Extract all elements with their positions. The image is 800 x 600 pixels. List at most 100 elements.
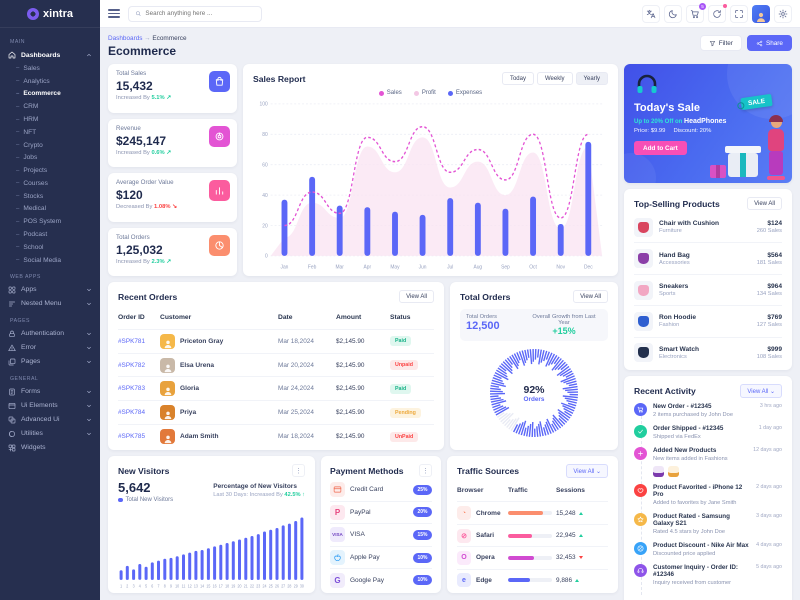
share-button[interactable]: Share [746,35,792,51]
sidebar-item-school[interactable]: – School [16,243,44,251]
sidebar-item-hrm[interactable]: – HRM [16,116,39,124]
product-row[interactable]: Chair with Cushion Furniture $124 260 Sales [634,212,782,242]
fullscreen-button[interactable] [730,4,748,23]
activity-title: Added New Products 12 days ago [653,447,782,454]
traffic-row[interactable]: e Edge 9,886 [457,568,608,591]
browser-name: O Opera [457,550,508,565]
payment-method-name: Apple Pay [350,554,380,562]
sidebar-item-error[interactable]: Error [0,341,100,355]
table-row[interactable]: #SPK785 Adam Smith Mar 18,2024 $2,145.90 UnP… [118,424,434,448]
activity-item[interactable]: New Order - #12345 3 hrs ago 2 items purch… [634,403,782,418]
sidebar-item-authentication[interactable]: Authentication [0,327,100,341]
product-row[interactable]: Ron Hoodie Fashion $769 127 Sales [634,305,782,336]
activity-item[interactable]: Product Rated - Samsung Galaxy S21 3 days… [634,513,782,535]
sidebar-item-pages[interactable]: Pages [0,355,100,369]
range-button-weekly[interactable]: Weekly [536,72,573,85]
breadcrumb-parent[interactable]: Dashboards [108,35,143,42]
product-thumbnail [634,280,653,300]
user-avatar[interactable] [752,4,770,23]
order-id[interactable]: #SPK783 [118,385,146,393]
sidebar-item-crm[interactable]: – CRM [16,103,39,111]
sidebar-item-jobs[interactable]: – Jobs [16,154,38,162]
payment-method-row[interactable]: Credit Card 25% [330,479,432,501]
order-id[interactable]: #SPK782 [118,361,146,369]
product-sales: 108 Sales [756,353,782,360]
chevron-down-icon [86,287,92,293]
new-visitors-menu-button[interactable]: ⋮ [292,464,305,477]
sidebar-item-stocks[interactable]: – Stocks [16,192,44,200]
product-info: Hand Bag Accessories [659,252,751,266]
activity-item[interactable]: Product Discount - Nike Air Max 4 days ag… [634,542,782,557]
sidebar-item-dashboards[interactable]: Dashboards [0,48,100,62]
product-row[interactable]: Hand Bag Accessories $564 181 Sales [634,242,782,273]
sidebar-item-apps[interactable]: Apps [0,283,100,297]
settings-button[interactable] [774,4,792,23]
order-id[interactable]: #SPK784 [118,409,146,417]
table-row[interactable]: #SPK781 Priceton Gray Mar 18,2024 $2,145.90… [118,328,434,353]
traffic-row[interactable]: O Opera 32,453 [457,546,608,568]
refresh-button[interactable] [708,4,727,23]
main-area: 5 Dashboards → Ecommerce Ecommerce Filte… [100,0,800,600]
add-to-cart-button[interactable]: Add to Cart [634,141,687,155]
activity-desc: 2 items purchased by John Doe [653,411,733,418]
orders-gauge [489,348,579,438]
payment-method-row[interactable]: Apple Pay 10% [330,545,432,569]
total-orders-view-all-button[interactable]: View All [573,290,608,303]
svg-text:3: 3 [133,584,135,588]
sidebar-item-widgets[interactable]: Widgets [0,441,100,455]
sidebar-item-sales[interactable]: – Sales [16,64,40,72]
search-input[interactable] [145,10,255,17]
top-selling-view-all-button[interactable]: View All [747,197,782,210]
search-box[interactable] [128,5,262,22]
activity-item[interactable]: Order Shipped - #12345 1 day ago Shipped v… [634,425,782,440]
sidebar-item-crypto[interactable]: – Crypto [16,141,43,149]
menu-toggle-icon[interactable] [108,9,120,18]
table-row[interactable]: #SPK782 Elsa Urena Mar 20,2024 $2,145.90 Unp… [118,352,434,377]
recent-orders-view-all-button[interactable]: View All [399,290,434,303]
dark-mode-button[interactable] [664,4,682,23]
range-button-yearly[interactable]: Yearly [575,72,608,85]
sidebar-item-podcast[interactable]: – Podcast [16,231,48,239]
sidebar-item-analytics[interactable]: – Analytics [16,77,50,85]
sidebar-item-utilities[interactable]: Utilities [0,427,100,441]
order-id[interactable]: #SPK785 [118,433,146,441]
payment-method-row[interactable]: VISA VISA 15% [330,523,432,546]
activity-item[interactable]: Added New Products 12 days ago New items a… [634,447,782,477]
total-orders-card: Total Orders View All Total Orders 12,50… [450,282,618,450]
sidebar-item-ui-elements[interactable]: Ui Elements [0,399,100,413]
order-id[interactable]: #SPK781 [118,337,146,345]
sidebar-item-social-media[interactable]: – Social Media [16,256,62,264]
sidebar-item-ecommerce[interactable]: – Ecommerce [16,90,61,98]
brand-logo[interactable]: xintra [0,0,100,28]
sidebar-item-pos-system[interactable]: – POS System [16,218,62,226]
sidebar-item-courses[interactable]: – Courses [16,179,48,187]
range-button-today[interactable]: Today [501,72,534,85]
product-row[interactable]: Sneakers Sports $964 134 Sales [634,273,782,305]
traffic-row[interactable]: ◔ Chrome 15,248 [457,501,608,523]
language-button[interactable] [642,4,660,23]
activity-time: 1 day ago [758,425,782,431]
payment-method-row[interactable]: P PayPal 20% [330,500,432,524]
traffic-row[interactable]: ⊘ Safari 22,945 [457,523,608,546]
activity-item[interactable]: Product Favorited - iPhone 12 Pro 2 days … [634,484,782,506]
filter-button[interactable]: Filter [699,35,742,51]
sidebar-item-medical[interactable]: – Medical [16,205,47,213]
payment-method-row[interactable]: G Google Pay 10% [330,568,432,591]
activity-item[interactable]: Customer Inquiry - Order ID: #12346 5 day… [634,564,782,586]
product-row[interactable]: Smart Watch Electronics $999 108 Sales [634,336,782,368]
visa-icon: VISA [330,527,345,543]
sidebar-item-nft[interactable]: – NFT [16,128,37,136]
sidebar-item-projects[interactable]: – Projects [16,167,48,175]
table-row[interactable]: #SPK784 Priya Mar 25,2024 $2,145.90 Pending [118,400,434,424]
banner-discount: Discount: 20% [673,128,712,134]
table-row[interactable]: #SPK783 Gloria Mar 24,2024 $2,145.90 Paid [118,376,434,400]
activity-view-all-button[interactable]: View All ⌄ [740,384,782,398]
sidebar-item-forms[interactable]: Forms [0,385,100,399]
traffic-view-all-button[interactable]: View All ⌄ [566,464,608,478]
sidebar-item-nested-menu[interactable]: Nested Menu [0,297,100,311]
activity-time: 4 days ago [756,542,782,548]
svg-text:Jun: Jun [419,264,427,270]
payment-methods-menu-button[interactable]: ⋮ [419,464,432,477]
cart-button[interactable]: 5 [686,2,706,23]
sidebar-item-advanced-ui[interactable]: Advanced Ui [0,413,100,427]
